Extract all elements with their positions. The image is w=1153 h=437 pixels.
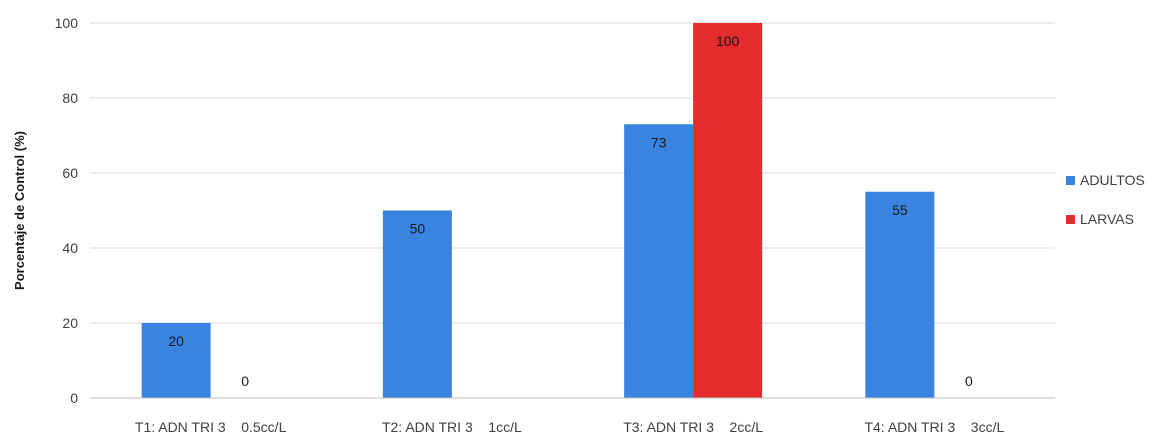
legend-swatch-adultos xyxy=(1066,176,1075,185)
x-category-label: T1: ADN TRI 3 0.5cc/L xyxy=(135,419,287,435)
y-axis-label: Porcentaje de Control (%) xyxy=(12,131,27,290)
x-category-label: T3: ADN TRI 3 2cc/L xyxy=(623,419,763,435)
x-category-label: T2: ADN TRI 3 1cc/L xyxy=(382,419,522,435)
data-label: 55 xyxy=(892,202,908,218)
y-tick-label: 60 xyxy=(62,165,78,181)
bar-adultos-2 xyxy=(382,210,452,398)
legend: ADULTOS LARVAS xyxy=(1066,172,1145,227)
bars xyxy=(141,23,935,398)
data-label: 20 xyxy=(168,333,184,349)
legend-swatch-larvas xyxy=(1066,215,1075,224)
data-label: 0 xyxy=(965,373,973,389)
data-labels: 20 0 50 73 100 55 0 xyxy=(168,33,973,389)
x-category-label: T4: ADN TRI 3 3cc/L xyxy=(864,419,1004,435)
x-axis-categories: T1: ADN TRI 3 0.5cc/L T2: ADN TRI 3 1cc/L… xyxy=(135,419,1005,435)
data-label: 50 xyxy=(410,221,426,237)
legend-label-larvas: LARVAS xyxy=(1080,211,1134,227)
bar-adultos-3 xyxy=(624,124,694,398)
bar-adultos-1 xyxy=(141,323,211,398)
legend-label-adultos: ADULTOS xyxy=(1080,172,1145,188)
data-label: 100 xyxy=(716,33,740,49)
y-tick-label: 20 xyxy=(62,315,78,331)
y-axis-ticks: 0 20 40 60 80 100 xyxy=(55,15,79,406)
data-label: 0 xyxy=(241,373,249,389)
bar-adultos-4 xyxy=(865,191,935,398)
y-tick-label: 100 xyxy=(55,15,79,31)
bar-larvas-3 xyxy=(693,23,763,398)
y-tick-label: 0 xyxy=(70,390,78,406)
data-label: 73 xyxy=(651,134,667,150)
y-tick-label: 40 xyxy=(62,240,78,256)
y-tick-label: 80 xyxy=(62,90,78,106)
